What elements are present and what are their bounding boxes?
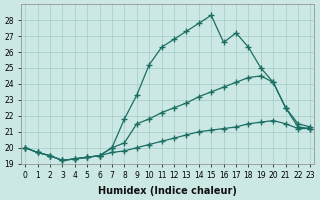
X-axis label: Humidex (Indice chaleur): Humidex (Indice chaleur)	[98, 186, 237, 196]
